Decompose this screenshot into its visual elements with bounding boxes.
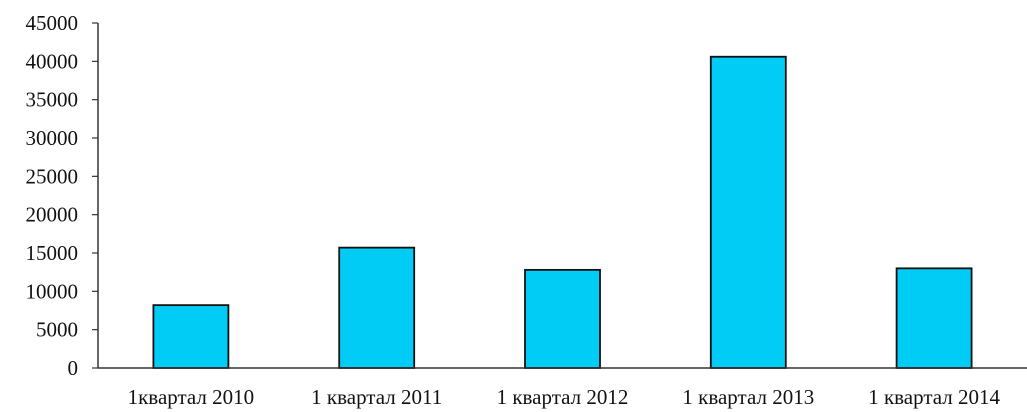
x-tick-label-3: 1 квартал 2013 <box>682 385 814 409</box>
y-tick-label-9: 45000 <box>26 11 79 35</box>
bar-3 <box>709 55 787 369</box>
y-tick-label-5: 25000 <box>26 164 79 188</box>
y-tick-label-3: 15000 <box>26 241 79 265</box>
y-tick-label-1: 5000 <box>36 318 78 342</box>
x-tick-label-1: 1 квартал 2011 <box>311 385 442 409</box>
x-tick-label-0: 1квартал 2010 <box>128 385 255 409</box>
y-tick-label-8: 40000 <box>26 49 79 73</box>
bars <box>152 55 973 369</box>
y-tick-label-2: 10000 <box>26 279 79 303</box>
x-axis-labels: 1квартал 2010 1 квартал 2011 1 квартал 201… <box>128 385 1001 409</box>
y-tick-label-4: 20000 <box>26 203 79 227</box>
y-tick-label-0: 0 <box>68 356 79 380</box>
x-tick-label-4: 1 квартал 2014 <box>868 385 1000 409</box>
y-tick-label-7: 35000 <box>26 88 79 112</box>
bar-2 <box>524 268 601 369</box>
y-tick-label-6: 30000 <box>26 126 79 150</box>
bar-1 <box>338 246 416 369</box>
x-tick-label-2: 1 квартал 2012 <box>497 385 629 409</box>
bar-0 <box>152 304 230 369</box>
y-axis-ticks: 0 5000 10000 15000 20000 25000 30000 35000 40000… <box>26 11 98 380</box>
bar-4 <box>895 267 973 369</box>
